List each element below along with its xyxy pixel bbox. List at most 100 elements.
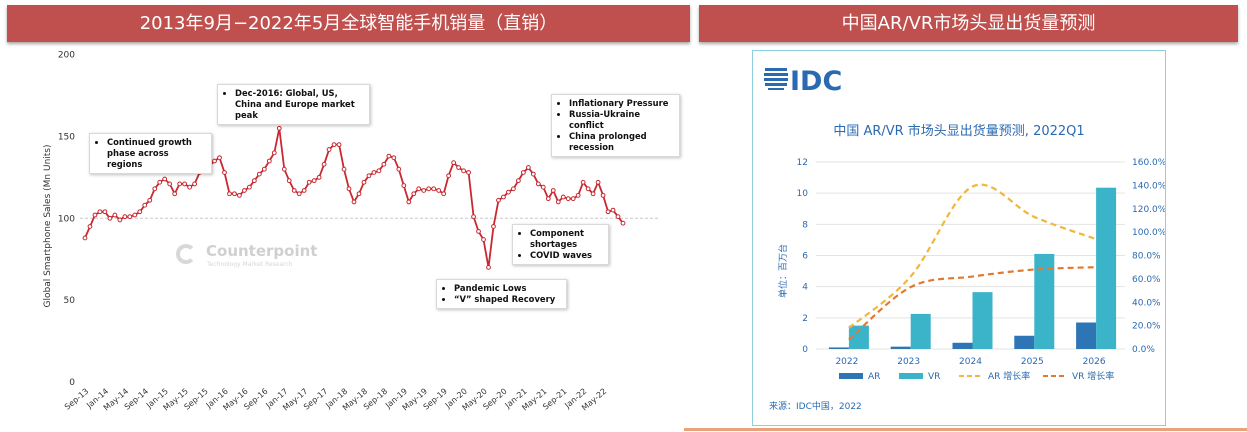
- sales-data-point: [501, 194, 506, 200]
- idc-chart-title: 中国 AR/VR 市场头显出货量预测, 2022Q1: [833, 123, 1084, 139]
- sales-data-point: [187, 184, 193, 190]
- y-tick-label: 150: [58, 132, 75, 142]
- sales-data-point: [530, 171, 536, 177]
- sales-data-point: [396, 166, 402, 172]
- y-tick-label: 0: [69, 378, 75, 388]
- sales-data-point: [600, 192, 606, 198]
- sales-data-point: [132, 212, 138, 218]
- annotation-item: Continued growth phase across regions: [107, 137, 205, 170]
- sales-data-point: [177, 181, 183, 187]
- sales-data-point: [456, 165, 462, 170]
- legend-label: AR: [868, 372, 880, 382]
- sales-data-point: [426, 186, 432, 192]
- sales-data-point: [336, 142, 342, 148]
- annotation-item: Inflationary Pressure: [569, 98, 673, 109]
- sales-data-point: [590, 191, 596, 197]
- y-tick-label: 0: [802, 345, 808, 355]
- sales-data-point: [486, 265, 491, 270]
- legend-label: VR: [928, 372, 940, 382]
- annotation-item: Pandemic Lows: [454, 283, 560, 294]
- annotation-item: “V” shaped Recovery: [454, 294, 560, 305]
- sales-data-point: [271, 150, 277, 156]
- sales-data-point: [565, 196, 571, 202]
- sales-data-point: [316, 174, 322, 180]
- sales-data-point: [540, 184, 546, 190]
- sales-data-point: [266, 158, 272, 164]
- watermark-name: Counterpoint: [206, 242, 318, 260]
- sales-data-point: [381, 161, 387, 167]
- sales-data-point: [575, 192, 581, 198]
- sales-data-point: [222, 170, 227, 175]
- sales-data-point: [555, 199, 561, 205]
- sales-data-point: [476, 228, 481, 234]
- y2-tick-label: 40.0%: [1132, 298, 1161, 308]
- y-tick-label: 200: [58, 51, 75, 61]
- annotation-inflation: Inflationary Pressure Russia-Ukraine con…: [551, 94, 680, 157]
- sales-data-point: [286, 178, 292, 184]
- sales-data-point: [585, 186, 591, 192]
- sales-data-point: [525, 165, 531, 170]
- sales-data-point: [92, 212, 98, 218]
- idc-source: 来源：IDC中国，2022: [769, 400, 862, 412]
- left-chart-x-tick-labels: Sep-13Jan-14May-14Sep-14Jan-15May-15Sep-…: [63, 387, 608, 413]
- sales-data-point: [466, 170, 471, 175]
- sales-data-point: [326, 147, 332, 152]
- sales-data-point: [615, 214, 621, 220]
- sales-data-point: [391, 155, 397, 161]
- sales-data-point: [167, 181, 173, 187]
- sales-data-point: [212, 158, 217, 164]
- annotation-item: Component shortages: [530, 228, 602, 250]
- ar-vr-shipment-chart: IDC 中国 AR/VR 市场头显出货量预测, 2022Q1 0 2 4 6 8 10 12…: [764, 66, 1165, 412]
- y-tick-label: 12: [797, 158, 808, 168]
- growth-line: [848, 266, 1097, 341]
- annotation-item: COVID waves: [530, 250, 602, 261]
- sales-data-point: [351, 199, 357, 205]
- sales-data-point: [296, 191, 302, 197]
- left-chart-series: [82, 125, 626, 270]
- sales-data-point: [605, 209, 611, 215]
- bar-vr: [848, 325, 869, 349]
- sales-data-point: [545, 196, 551, 202]
- sales-data-point: [560, 194, 566, 200]
- sales-data-point: [535, 181, 541, 187]
- growth-line: [848, 183, 1097, 329]
- sales-data-point: [281, 166, 287, 172]
- sales-data-point: [436, 188, 442, 193]
- annotation-item: Russia-Ukraine conflict: [569, 109, 673, 131]
- annotation-item: Dec-2016: Global, US, China and Europe m…: [235, 88, 363, 121]
- sales-data-point: [341, 166, 347, 172]
- sales-data-point: [431, 186, 437, 192]
- counterpoint-logo-icon: [176, 244, 196, 264]
- x-tick-label: Sep-13: [63, 387, 90, 412]
- sales-data-point: [610, 207, 616, 213]
- sales-data-point: [276, 125, 282, 131]
- sales-data-point: [401, 183, 407, 188]
- watermark-sub: Technology Market Research: [207, 261, 293, 268]
- sales-data-point: [411, 191, 417, 197]
- x-tick-label: 2024: [959, 357, 982, 367]
- sales-data-point: [87, 224, 93, 229]
- legend-label: AR 增长率: [988, 370, 1030, 382]
- sales-data-point: [301, 188, 307, 193]
- y-tick-label: 10: [797, 189, 809, 199]
- sales-data-point: [261, 166, 267, 172]
- y2-tick-label: 140.0%: [1132, 181, 1165, 191]
- y2-tick-label: 100.0%: [1132, 228, 1165, 238]
- sales-data-point: [471, 214, 476, 220]
- sales-data-point: [152, 186, 158, 192]
- idc-chart-growth-lines: [848, 183, 1097, 341]
- y2-tick-label: 120.0%: [1132, 205, 1165, 215]
- sales-data-point: [496, 197, 501, 203]
- sales-data-point: [256, 171, 262, 177]
- sales-data-point: [421, 188, 427, 193]
- sales-data-point: [112, 212, 118, 218]
- x-tick-label: 2026: [1083, 357, 1106, 367]
- sales-data-point: [232, 191, 237, 197]
- idc-logo: IDC: [764, 66, 842, 97]
- sales-data-point: [172, 191, 178, 197]
- y2-tick-label: 160.0%: [1132, 158, 1165, 168]
- sales-data-point: [361, 179, 367, 185]
- annotation-item: China prolonged recession: [569, 131, 673, 153]
- sales-data-point: [147, 197, 153, 203]
- sales-data-point: [142, 202, 148, 208]
